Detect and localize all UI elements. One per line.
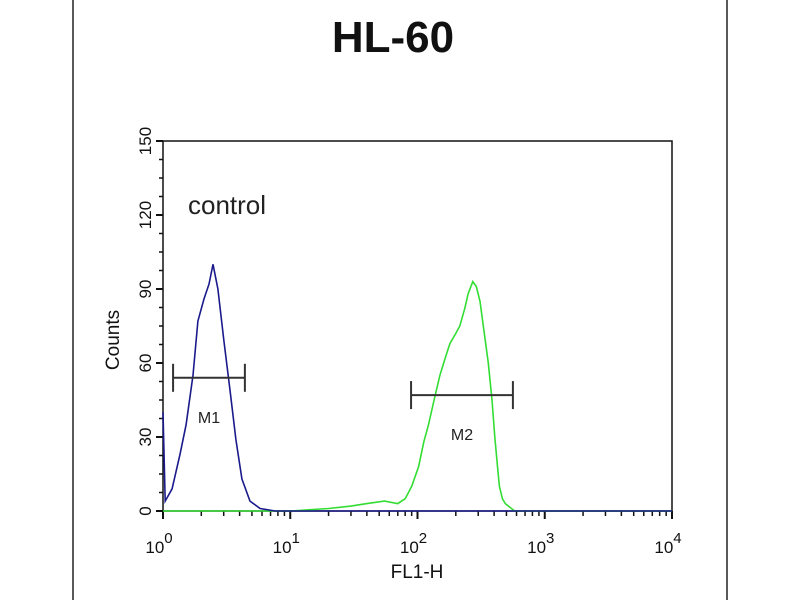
gate-marker-label: M1: [198, 410, 220, 427]
x-tick-label: 103: [527, 530, 554, 557]
y-tick-label: 150: [136, 127, 155, 155]
histogram-series-line: [163, 279, 672, 512]
control-annotation: control: [188, 190, 266, 220]
x-axis-label: FL1-H: [391, 562, 444, 583]
y-axis-label: Counts: [103, 310, 124, 370]
histogram-series-line: [162, 264, 672, 512]
y-tick-label: 0: [136, 506, 155, 515]
y-tick-label: 90: [136, 280, 155, 299]
x-tick-label: 102: [400, 530, 427, 557]
y-tick-label: 60: [136, 354, 155, 373]
x-tick-label: 101: [273, 530, 300, 557]
y-tick-label: 120: [136, 201, 155, 229]
chart-title: HL-60: [332, 13, 454, 62]
x-tick-label: 100: [145, 530, 172, 557]
x-tick-label: 104: [654, 530, 681, 557]
gate-marker-label: M2: [451, 427, 473, 444]
y-tick-label: 30: [136, 428, 155, 447]
